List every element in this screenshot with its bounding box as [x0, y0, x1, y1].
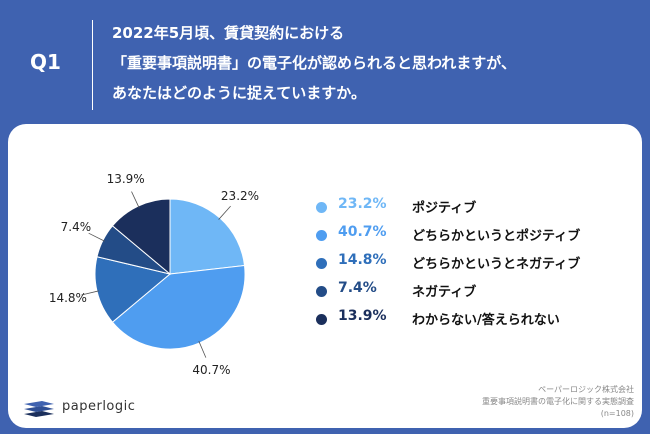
legend-label: ネガティブ [412, 285, 477, 300]
pie-data-label: 23.2% [220, 188, 260, 203]
source-line: 重要事項説明書の電子化に関する実態調査 [482, 397, 634, 406]
logo-text: paperlogic [62, 399, 136, 414]
legend-swatch [316, 258, 327, 269]
paperlogic-logo: paperlogic [22, 398, 162, 420]
question-header: Q1 2022年5月頃、賃貸契約における 「重要事項説明書」の電子化が認められる… [0, 0, 650, 124]
legend-item: 7.4% ネガティブ [316, 280, 636, 308]
legend-value: 7.4% [338, 280, 377, 296]
pie-leader-line [88, 232, 105, 242]
legend-item: 13.9% わからない/答えられない [316, 308, 636, 336]
header-divider [92, 20, 93, 110]
source-note: ペーパーロジック株式会社 重要事項説明書の電子化に関する実態調査 (n=108) [482, 384, 634, 420]
legend-value: 13.9% [338, 308, 387, 324]
legend-value: 23.2% [338, 196, 387, 212]
question-line-3: あなたはどのように捉えていますか。 [112, 84, 366, 102]
legend-value: 14.8% [338, 252, 387, 268]
pie-leader-line [218, 205, 231, 220]
source-line: ペーパーロジック株式会社 [538, 385, 634, 394]
pie-data-label: 13.9% [106, 171, 145, 186]
legend-swatch [316, 202, 327, 213]
pie-leader-line [81, 290, 100, 296]
pie-data-label: 14.8% [48, 291, 87, 306]
question-line-1: 2022年5月頃、賃貸契約における [112, 24, 345, 42]
pie-leader-line [131, 191, 140, 209]
legend-label: ポジティブ [412, 201, 477, 216]
legend-item: 14.8% どちらかというとネガティブ [316, 252, 636, 280]
source-line: (n=108) [600, 409, 634, 418]
question-line-2: 「重要事項説明書」の電子化が認められると思われますが、 [112, 54, 516, 72]
pie-chart [81, 191, 246, 358]
legend-value: 40.7% [338, 224, 387, 240]
pie-data-label: 40.7% [192, 363, 231, 378]
legend-label: どちらかというとポジティブ [412, 229, 581, 244]
legend-swatch [316, 314, 327, 325]
pie-slice [169, 198, 246, 275]
legend-swatch [316, 286, 327, 297]
legend-label: わからない/答えられない [412, 313, 560, 328]
pie-data-label: 7.4% [60, 219, 92, 234]
paperlogic-logo-icon [24, 401, 54, 417]
legend-swatch [316, 230, 327, 241]
legend-item: 23.2% ポジティブ [316, 196, 636, 224]
pie-leader-line [198, 340, 207, 358]
question-number: Q1 [30, 50, 61, 74]
question-text: 2022年5月頃、賃貸契約における 「重要事項説明書」の電子化が認められると思わ… [112, 18, 632, 108]
legend-label: どちらかというとネガティブ [412, 257, 581, 272]
legend-item: 40.7% どちらかというとポジティブ [316, 224, 636, 252]
chart-legend: 23.2% ポジティブ 40.7% どちらかというとポジティブ 14.8% どち… [316, 196, 636, 336]
